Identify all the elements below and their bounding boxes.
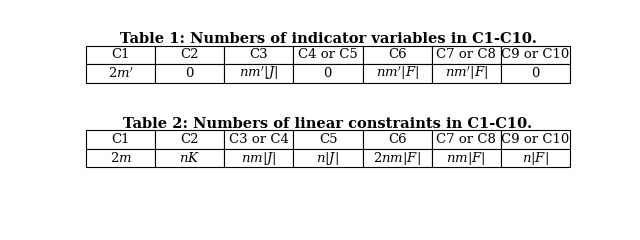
Bar	[156, 131, 225, 149]
Bar	[86, 64, 156, 83]
Bar	[225, 64, 294, 83]
Bar	[86, 149, 156, 168]
Text: $n|F|$: $n|F|$	[522, 150, 548, 167]
Text: $n|J|$: $n|J|$	[316, 150, 340, 167]
Text: C7 or C8: C7 or C8	[436, 133, 496, 146]
Bar	[225, 131, 294, 149]
Text: $2nm|F|$: $2nm|F|$	[373, 150, 421, 167]
Bar	[294, 46, 362, 64]
Text: $0$: $0$	[323, 66, 333, 80]
Text: $nK$: $nK$	[179, 151, 200, 165]
Text: C2: C2	[180, 48, 199, 61]
Text: $nm'|J|$: $nm'|J|$	[239, 65, 278, 82]
Bar	[431, 131, 500, 149]
Text: C4 or C5: C4 or C5	[298, 48, 358, 61]
Bar	[500, 64, 570, 83]
Bar	[431, 46, 500, 64]
Text: C6: C6	[388, 133, 406, 146]
Text: Table 1: Numbers of indicator variables in C1-C10.: Table 1: Numbers of indicator variables …	[120, 32, 536, 46]
Text: $nm'|F|$: $nm'|F|$	[376, 65, 419, 82]
Bar	[294, 64, 362, 83]
Text: $0$: $0$	[531, 66, 540, 80]
Text: $2m'$: $2m'$	[108, 66, 134, 81]
Text: $2m$: $2m$	[109, 151, 132, 165]
Text: $nm|F|$: $nm|F|$	[447, 150, 486, 167]
Bar	[362, 131, 431, 149]
Text: C6: C6	[388, 48, 406, 61]
Bar	[225, 149, 294, 168]
Text: C9 or C10: C9 or C10	[501, 133, 570, 146]
Bar	[362, 149, 431, 168]
Bar	[156, 64, 225, 83]
Text: $nm'|F|$: $nm'|F|$	[445, 65, 488, 82]
Text: Table 2: Numbers of linear constraints in C1-C10.: Table 2: Numbers of linear constraints i…	[124, 117, 532, 131]
Bar	[431, 64, 500, 83]
Bar	[500, 149, 570, 168]
Text: $nm|J|$: $nm|J|$	[241, 150, 276, 167]
Text: $0$: $0$	[185, 66, 195, 80]
Text: C1: C1	[111, 133, 130, 146]
Text: C3 or C4: C3 or C4	[229, 133, 289, 146]
Bar	[500, 131, 570, 149]
Bar	[362, 46, 431, 64]
Bar	[500, 46, 570, 64]
Bar	[86, 131, 156, 149]
Bar	[431, 149, 500, 168]
Bar	[294, 131, 362, 149]
Bar	[225, 46, 294, 64]
Bar	[362, 64, 431, 83]
Text: C9 or C10: C9 or C10	[501, 48, 570, 61]
Text: C7 or C8: C7 or C8	[436, 48, 496, 61]
Text: C5: C5	[319, 133, 337, 146]
Text: C3: C3	[250, 48, 268, 61]
Bar	[156, 149, 225, 168]
Bar	[294, 149, 362, 168]
Bar	[86, 46, 156, 64]
Text: C1: C1	[111, 48, 130, 61]
Text: C2: C2	[180, 133, 199, 146]
Bar	[156, 46, 225, 64]
